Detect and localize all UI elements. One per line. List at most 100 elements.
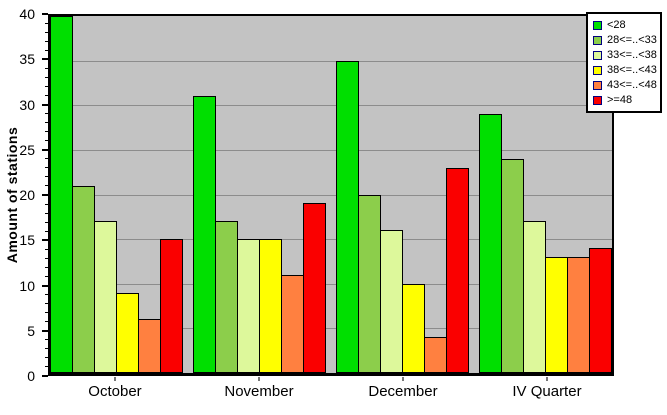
y-tick-label: 0	[27, 368, 35, 384]
bar	[280, 274, 304, 373]
y-minor-tick	[45, 339, 48, 341]
plot-area	[48, 14, 614, 376]
y-minor-tick	[45, 31, 48, 33]
bar	[522, 221, 546, 373]
gridline	[50, 194, 612, 196]
gridline	[50, 239, 612, 241]
x-category: October	[48, 377, 182, 400]
bar	[588, 248, 612, 373]
x-category-label: IV Quarter	[512, 383, 582, 400]
y-tick-label: 20	[19, 187, 35, 203]
x-category-label: October	[88, 383, 142, 400]
bar	[94, 221, 117, 373]
y-minor-tick	[45, 185, 48, 187]
y-minor-tick	[45, 67, 48, 69]
y-minor-tick	[45, 203, 48, 205]
y-minor-tick	[45, 212, 48, 214]
legend-label: <28	[607, 19, 626, 31]
y-tick-label: 10	[19, 277, 35, 294]
bar	[138, 319, 161, 373]
y-minor-tick	[45, 49, 48, 51]
y-major-tick	[42, 284, 48, 287]
bar	[566, 256, 590, 373]
plot-inner	[50, 16, 612, 373]
legend-item: <28	[593, 18, 656, 32]
y-major-tick	[42, 375, 48, 377]
legend-swatch	[593, 80, 602, 90]
y-major-tick	[42, 58, 48, 61]
x-category: December	[336, 377, 470, 400]
y-minor-tick	[45, 321, 48, 323]
bar	[379, 230, 403, 373]
bar	[302, 203, 326, 373]
y-major-tick	[42, 103, 48, 106]
legend-item: 43<=..<48	[593, 78, 657, 92]
bar	[50, 16, 73, 373]
bar	[500, 158, 524, 373]
y-minor-tick	[45, 312, 48, 314]
y-tick-label: 5	[27, 322, 35, 339]
x-category-tick	[401, 377, 404, 381]
legend-label: 38<=..<43	[607, 64, 657, 76]
bar-group-december	[335, 16, 469, 373]
bar	[116, 292, 139, 373]
x-category-label: December	[368, 383, 438, 400]
legend-swatch	[593, 95, 602, 105]
legend-label: >=48	[607, 94, 633, 106]
y-minor-tick	[45, 221, 48, 223]
bar	[401, 283, 425, 373]
y-minor-tick	[45, 266, 48, 268]
bar	[544, 256, 568, 373]
x-category-label: November	[224, 383, 294, 400]
y-minor-tick	[45, 275, 48, 277]
y-minor-tick	[45, 357, 48, 359]
y-major-tick	[42, 239, 48, 242]
legend-item: 38<=..<43	[593, 63, 657, 77]
y-minor-tick	[45, 176, 48, 178]
y-minor-tick	[45, 230, 48, 232]
bar	[236, 239, 260, 373]
x-axis: October November December IV Quarter	[48, 377, 614, 400]
y-minor-tick	[45, 113, 48, 115]
gridline	[50, 149, 612, 151]
x-category: November	[192, 377, 326, 400]
y-tick-label: 35	[19, 51, 35, 68]
gridline	[50, 328, 612, 330]
y-major-tick	[42, 148, 48, 151]
legend-label: 43<=..<48	[607, 79, 657, 91]
legend-swatch	[593, 35, 602, 45]
y-minor-tick	[45, 348, 48, 350]
y-minor-tick	[45, 303, 48, 305]
y-minor-tick	[45, 40, 48, 42]
legend-label: 33<=..<38	[607, 49, 657, 61]
bar	[445, 167, 469, 373]
y-minor-tick	[45, 257, 48, 259]
bar	[478, 114, 502, 373]
y-minor-tick	[45, 167, 48, 169]
legend-item: 28<=..<33	[593, 33, 657, 47]
y-axis: 0 5 10 15 20 25 30 35 40	[0, 6, 48, 384]
bar	[214, 221, 238, 373]
bar-groups	[50, 16, 612, 373]
bar	[357, 194, 381, 373]
y-minor-tick	[45, 140, 48, 142]
y-minor-tick	[45, 158, 48, 160]
bar	[335, 60, 359, 373]
bar	[192, 96, 216, 373]
legend: <28 28<=..<33 33<=..<38 38<=..<43 43<=..<48 >…	[586, 12, 662, 113]
y-minor-tick	[45, 294, 48, 296]
bar-group-october	[50, 16, 183, 373]
y-major-tick	[42, 13, 48, 15]
y-minor-tick	[45, 22, 48, 24]
bar-group-iv-quarter	[478, 16, 612, 373]
x-category-tick	[257, 377, 260, 381]
x-category-tick	[545, 377, 548, 381]
y-minor-tick	[45, 122, 48, 124]
y-minor-tick	[45, 94, 48, 96]
bar	[160, 239, 183, 373]
y-tick-label: 40	[19, 6, 35, 22]
y-tick-label: 25	[19, 141, 35, 158]
y-tick-label: 30	[19, 96, 35, 113]
y-minor-tick	[45, 76, 48, 78]
